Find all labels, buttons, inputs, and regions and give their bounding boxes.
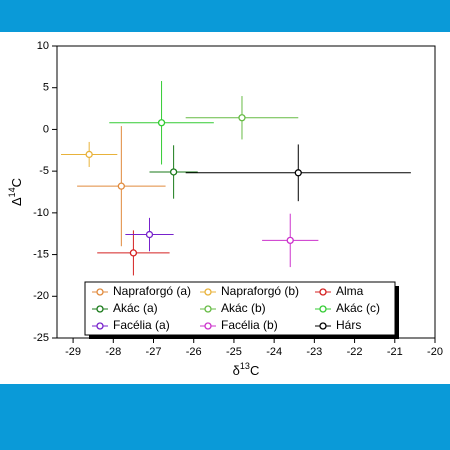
legend-label: Napraforgó (b) [221,284,299,298]
point [145,230,154,239]
legend-marker [96,288,104,296]
legend-label: Hárs [336,318,361,332]
legend-label: Facélia (a) [113,318,170,332]
x-tick-label: -26 [186,346,202,358]
x-tick-label: -28 [105,346,121,358]
y-tick-label: -10 [33,207,49,219]
point [157,119,166,127]
x-tick-label: -21 [387,346,403,358]
point [294,169,302,177]
legend-label: Akác (a) [113,301,158,315]
x-axis-label: δ13C [233,361,260,378]
legend-marker [319,305,327,313]
legend-label: Akác (b) [221,301,266,315]
y-axis-label: Δ14C [7,178,24,206]
point [286,236,294,245]
y-tick-label: -15 [33,248,49,260]
legend-marker [204,305,212,313]
legend-label: Alma [336,284,364,298]
legend-label: Napraforgó (a) [113,284,191,298]
y-tick-label: 0 [43,123,49,135]
x-tick-label: -29 [65,346,81,358]
legend-label: Facélia (b) [221,318,278,332]
legend-marker [96,322,104,330]
y-tick-label: 10 [37,40,49,52]
legend-marker [204,322,212,330]
point [169,168,178,176]
legend-marker [319,288,327,296]
x-tick-label: -22 [347,346,363,358]
x-tick-label: -23 [306,346,322,358]
y-tick-label: -20 [33,290,49,302]
legend-marker [204,288,212,296]
point [238,114,246,122]
top-band [0,0,450,32]
point [117,182,125,190]
x-tick-label: -20 [427,346,443,358]
y-tick-label: -25 [33,332,49,344]
y-tick-label: 5 [43,82,49,94]
bottom-band [0,384,450,450]
point [85,150,93,159]
point [129,249,138,257]
x-tick-label: -27 [146,346,162,358]
y-tick-label: -5 [39,165,49,177]
legend-box [84,281,396,336]
legend-marker [319,322,327,330]
legend-label: Akác (c) [336,301,380,315]
legend-marker [96,305,104,313]
x-tick-label: -24 [266,346,282,358]
x-tick-label: -25 [226,346,242,358]
